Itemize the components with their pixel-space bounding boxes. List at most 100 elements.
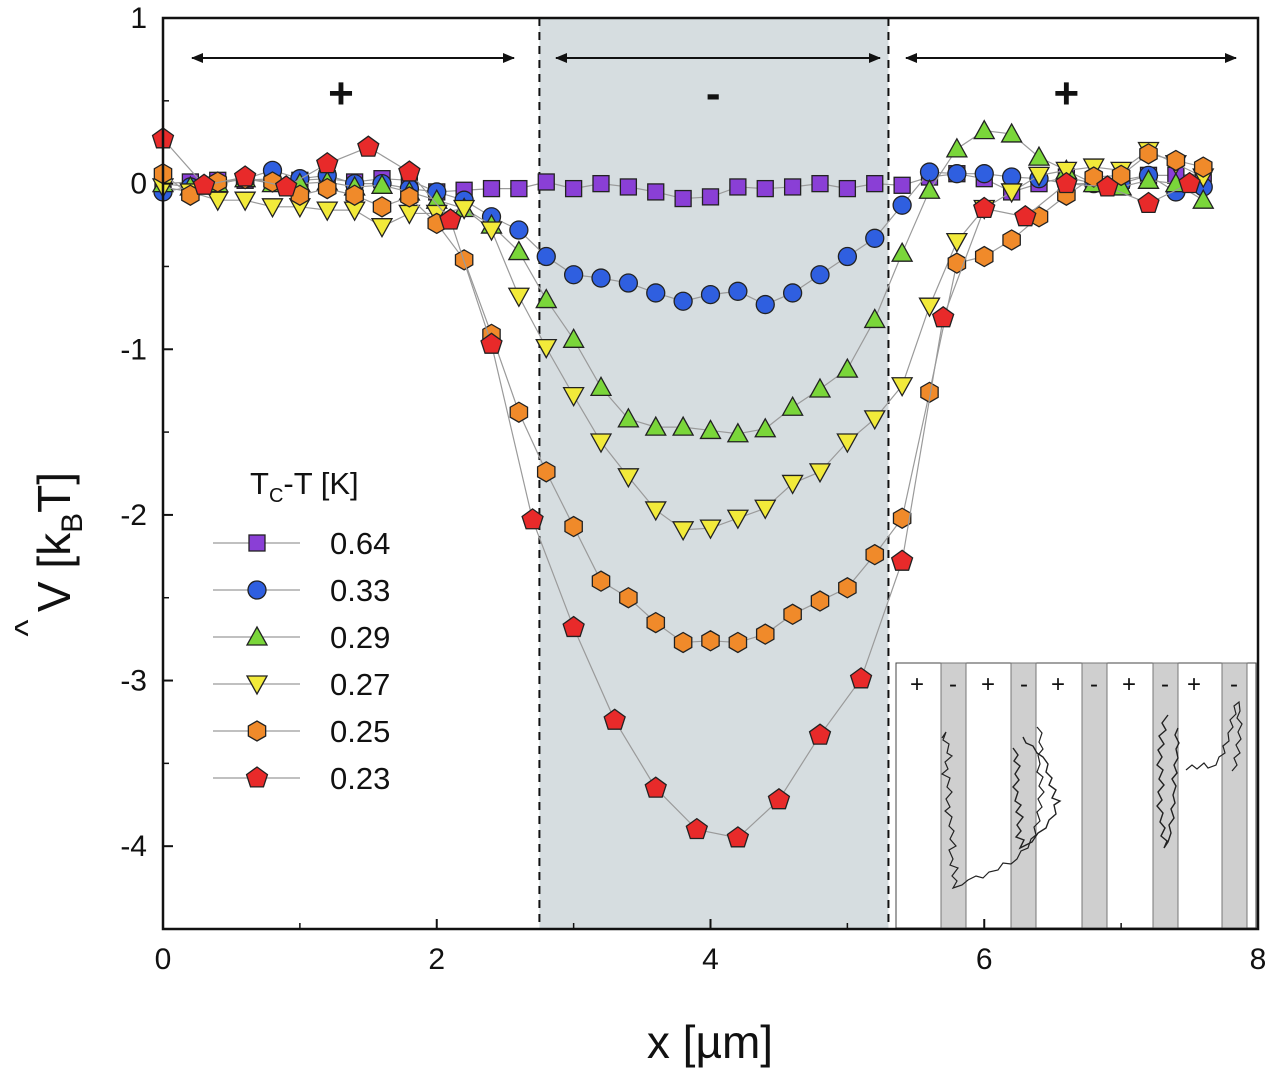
y-tick-label: -3 xyxy=(120,665,147,698)
legend-label: 0.64 xyxy=(330,526,390,561)
data-point xyxy=(1137,168,1160,189)
y-axis-title-unit-open: [k xyxy=(28,532,80,569)
x-tick-label: 6 xyxy=(976,943,993,976)
legend: TC-T [K] 0.64 0.33 0.29 0.27 0.25 0.23 xyxy=(213,466,390,796)
data-point xyxy=(672,521,695,542)
trajectory-path-4 xyxy=(1185,700,1243,772)
legend-item: 0.27 xyxy=(213,667,390,702)
y-axis-title: V [kBT] ^ xyxy=(7,472,89,637)
data-point xyxy=(1055,161,1078,182)
data-point xyxy=(345,184,364,206)
legend-items: 0.64 0.33 0.29 0.27 0.25 0.23 xyxy=(213,526,390,796)
data-point xyxy=(644,415,667,436)
x-axis-title: x [µm] xyxy=(647,1016,773,1068)
data-point xyxy=(918,297,941,318)
data-point xyxy=(755,294,775,315)
inset-sign-label: - xyxy=(1161,671,1169,698)
data-point xyxy=(754,499,777,520)
data-point xyxy=(1096,175,1119,197)
data-point xyxy=(644,501,667,522)
data-point xyxy=(947,252,967,274)
data-point xyxy=(563,265,584,285)
data-point xyxy=(647,183,665,201)
legend-item: 0.29 xyxy=(213,620,390,655)
data-point xyxy=(808,723,832,745)
data-point xyxy=(507,287,530,308)
inset-sign-label: + xyxy=(981,671,995,698)
x-tick-label: 2 xyxy=(428,943,445,976)
inset-sign-label: + xyxy=(1187,671,1201,698)
x-tick-label: 0 xyxy=(155,943,172,976)
legend-item: 0.64 xyxy=(213,526,390,561)
data-point xyxy=(521,508,544,530)
data-point xyxy=(562,615,585,638)
data-point xyxy=(370,173,394,194)
data-point xyxy=(767,788,791,810)
data-point xyxy=(510,179,528,198)
legend-marker xyxy=(245,625,269,646)
inset-stripe xyxy=(1081,662,1108,929)
x-tick-label: 8 xyxy=(1250,943,1267,976)
data-point xyxy=(811,174,829,193)
data-point xyxy=(592,174,610,193)
inset-sign-label: + xyxy=(1122,671,1136,698)
data-point xyxy=(591,268,611,288)
data-point xyxy=(234,191,257,212)
data-point xyxy=(1027,145,1051,166)
y-axis-title-space xyxy=(28,569,80,582)
data-point xyxy=(808,463,832,484)
data-point xyxy=(535,288,558,309)
data-point xyxy=(754,417,777,438)
legend-label: 0.23 xyxy=(330,761,390,796)
data-point xyxy=(1027,166,1051,187)
data-point xyxy=(619,586,638,609)
data-point xyxy=(535,338,558,359)
data-point xyxy=(974,245,994,268)
data-point xyxy=(507,240,530,261)
legend-marker xyxy=(245,766,269,788)
inset-sign-label: - xyxy=(1020,671,1028,698)
y-tick-label: -2 xyxy=(120,499,147,532)
y-tick-label: -1 xyxy=(120,333,147,366)
inset-sign-label: - xyxy=(1230,671,1238,698)
data-point xyxy=(564,179,583,198)
data-point xyxy=(261,198,284,219)
data-point xyxy=(810,265,830,285)
data-point xyxy=(480,221,503,242)
data-point xyxy=(509,220,529,240)
data-point xyxy=(810,590,830,612)
data-point xyxy=(947,164,967,184)
data-point xyxy=(372,196,392,218)
data-point xyxy=(536,461,556,483)
series-0.23 xyxy=(151,127,1201,848)
data-point xyxy=(1137,191,1160,214)
data-point xyxy=(729,178,747,196)
data-point xyxy=(644,776,667,798)
data-point xyxy=(863,308,886,329)
inset-stripe xyxy=(1152,662,1179,929)
legend-label: 0.27 xyxy=(330,667,390,702)
data-point xyxy=(755,623,775,645)
legend-title-rest: -T [K] xyxy=(283,466,358,501)
legend-label: 0.25 xyxy=(330,714,390,749)
data-point xyxy=(783,603,802,626)
legend-marker xyxy=(245,675,269,696)
trajectory-path-2 xyxy=(1012,736,1062,850)
data-point xyxy=(891,241,914,262)
trajectory-path-3 xyxy=(1156,714,1180,849)
data-point xyxy=(836,357,859,378)
data-point xyxy=(591,570,611,592)
legend-marker xyxy=(248,534,266,552)
data-point xyxy=(837,246,858,267)
data-point xyxy=(699,419,722,440)
data-point xyxy=(370,218,394,239)
data-point xyxy=(973,119,996,140)
data-point xyxy=(863,410,886,431)
data-point xyxy=(453,199,476,220)
data-point xyxy=(1000,183,1023,204)
data-point xyxy=(1193,156,1213,178)
legend-marker xyxy=(247,720,267,742)
data-point xyxy=(233,165,257,187)
data-point xyxy=(619,178,638,196)
inset-sign-label: + xyxy=(910,671,924,698)
